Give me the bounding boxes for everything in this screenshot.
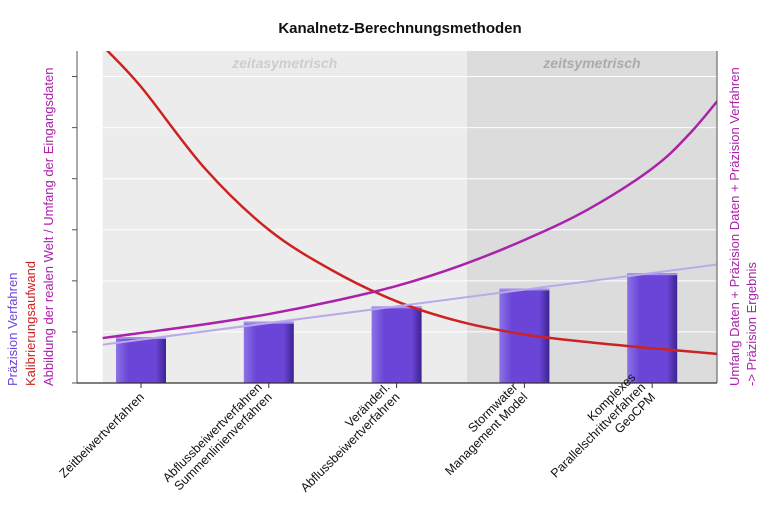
axes-layer <box>72 51 718 388</box>
series-line-abbildung-der-realen-welt-umfang-der-eingangsdaten <box>102 99 717 340</box>
left-axis-label-2: Kalibrierungsaufwand <box>23 261 38 386</box>
bar-1 <box>116 337 166 383</box>
bar-5 <box>627 273 678 383</box>
bars-layer <box>116 273 678 383</box>
category-label-3: Veränderl.Abflussbeiwertverfahren <box>288 380 403 495</box>
region-label-2: zeitsymetrisch <box>542 55 640 71</box>
bar-2 <box>243 321 294 383</box>
category-label-5: KomplexesParallelschrittverfahrenGeoCPM <box>538 370 658 490</box>
right-axis-label-1: Umfang Daten + Präzision Daten + Präzisi… <box>727 67 742 386</box>
series-line-kalibrierungsaufwand <box>105 51 717 356</box>
bar-top-5 <box>627 273 678 276</box>
left-axis-label-3: Abbildung der realen Welt / Umfang der E… <box>41 68 56 386</box>
series-line-trend <box>102 263 717 346</box>
chart-title: Kanalnetz-Berechnungsmethoden <box>278 20 521 37</box>
bar-top-3 <box>371 306 422 309</box>
lines-layer <box>102 51 717 356</box>
category-label-1: Zeitbeiwertverfahren <box>56 390 147 481</box>
category-label-2: AbflussbeiwertverfahrenSummenlinienverfa… <box>160 380 275 495</box>
category-label-4: StormwaterManagement Model <box>432 380 530 478</box>
bar-top-1 <box>116 337 166 340</box>
left-axis-label-1: Präzision Verfahren <box>5 273 20 386</box>
bar-3 <box>371 306 422 383</box>
region-label-1: zeitasymetrisch <box>231 55 337 71</box>
right-axis-labels: Umfang Daten + Präzision Daten + Präzisi… <box>727 67 759 386</box>
left-axis-labels: Präzision Verfahren Kalibrierungsaufwand A… <box>5 68 56 386</box>
right-axis-label-2: -> Präzision Ergebnis <box>744 262 759 386</box>
category-labels: Zeitbeiwertverfahren Abflussbeiwertverfah… <box>56 370 658 495</box>
